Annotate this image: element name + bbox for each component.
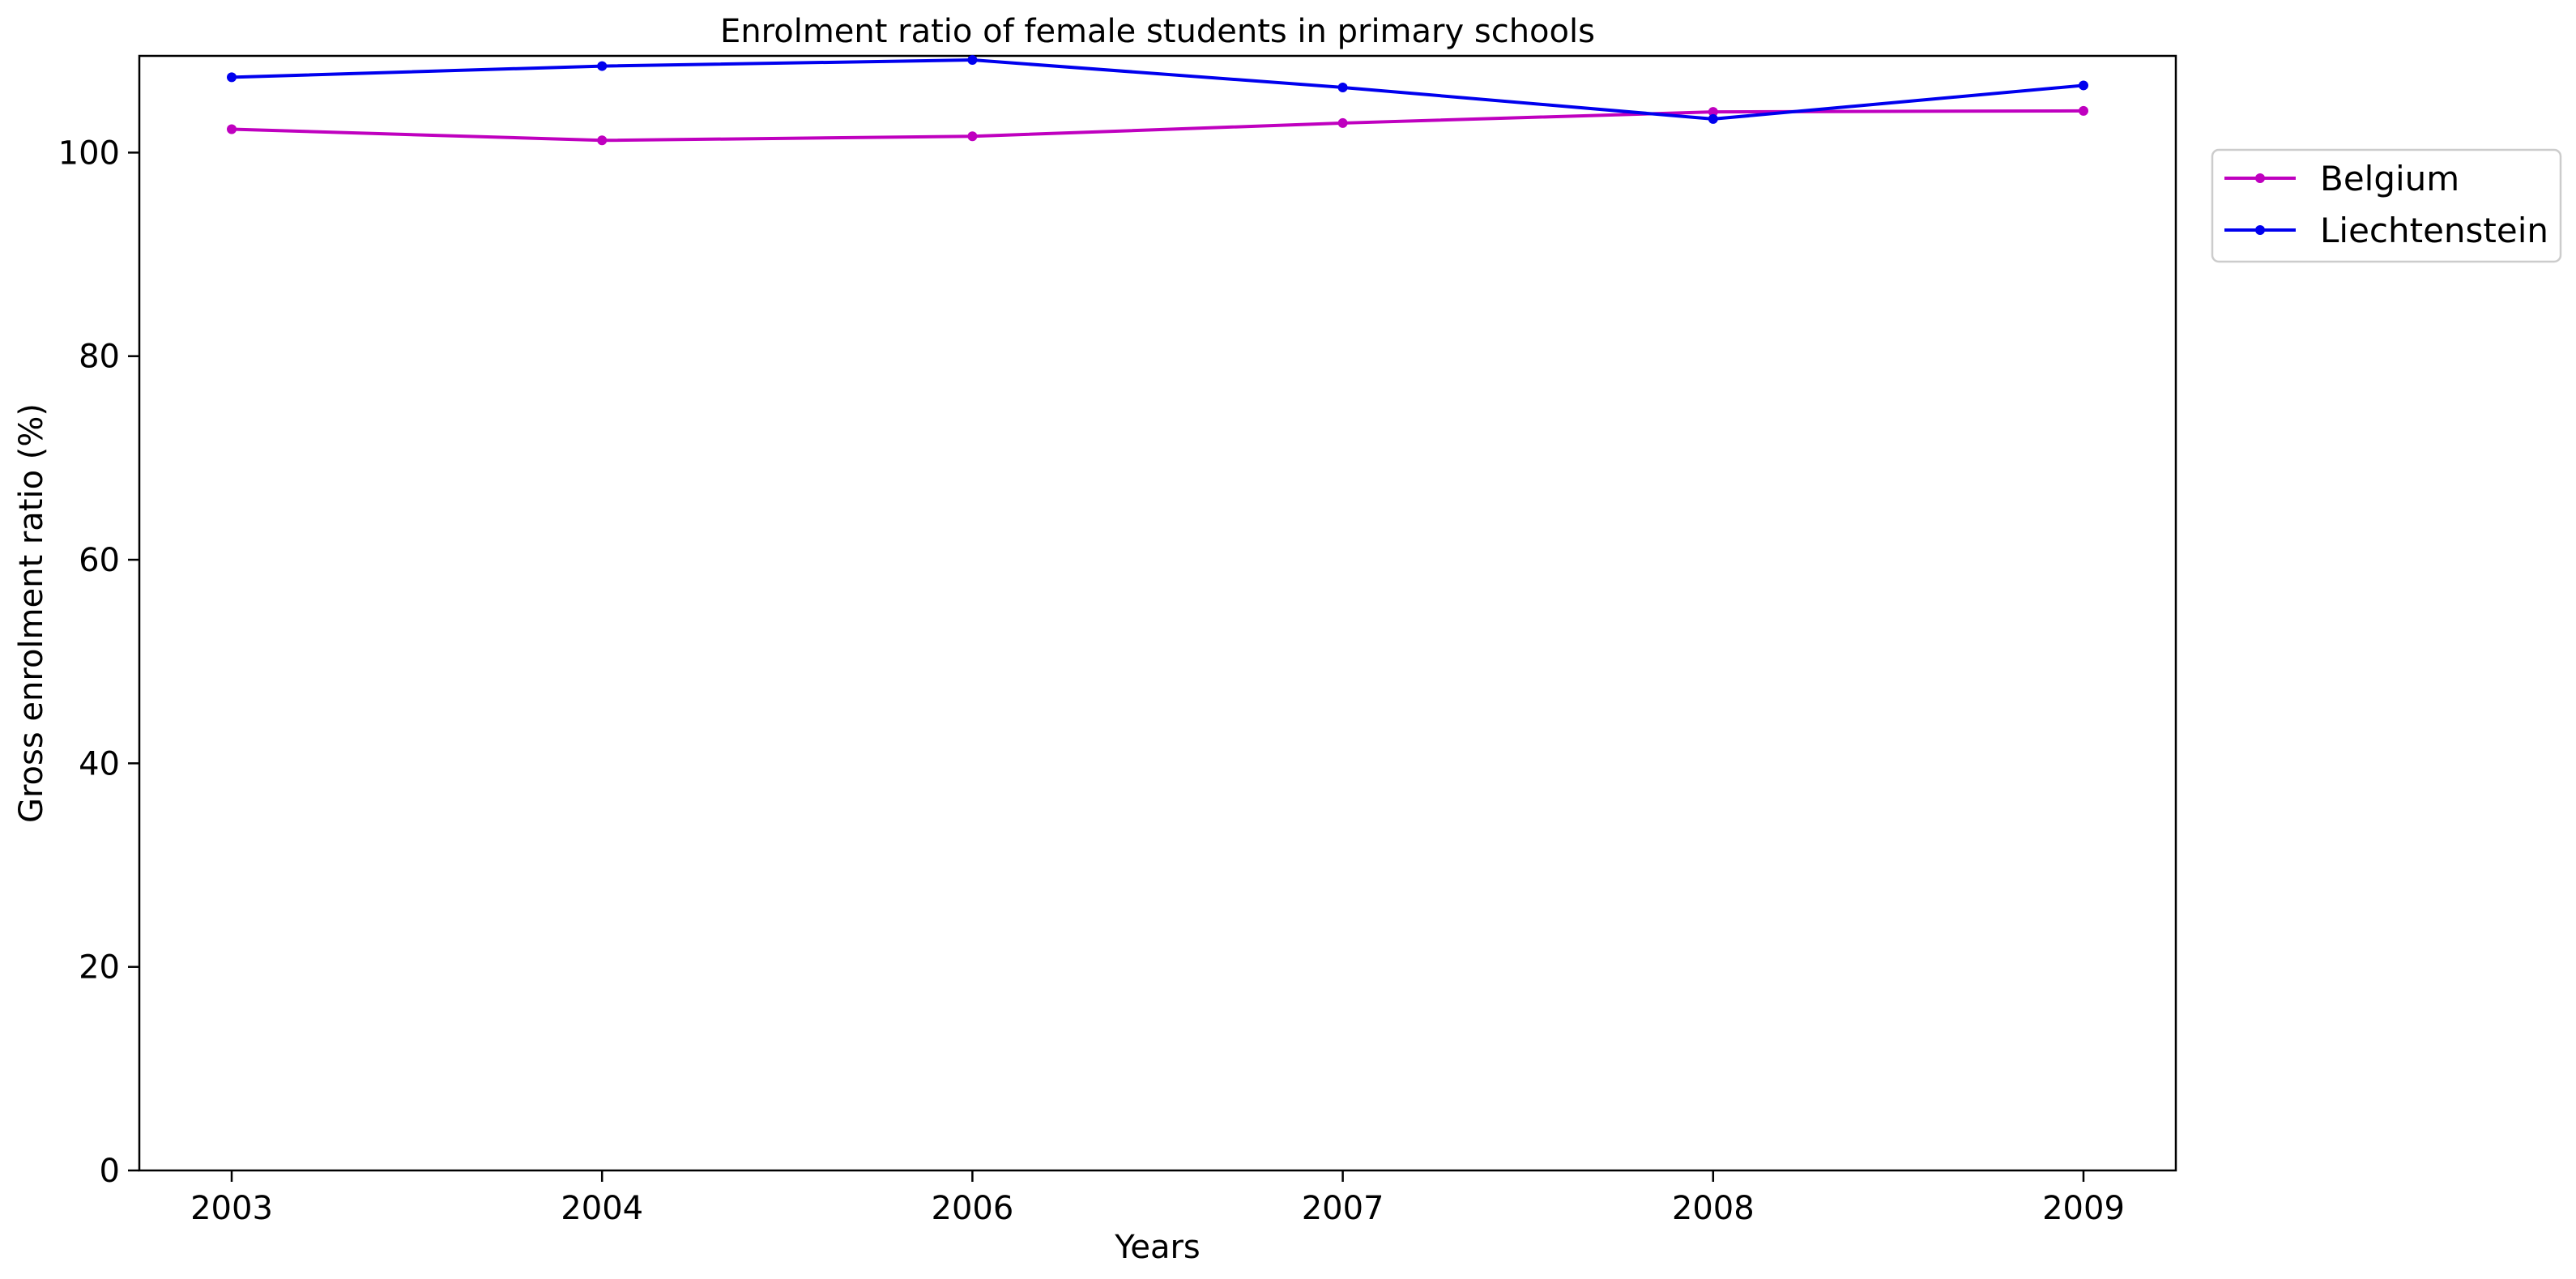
y-tick-label: 0 [100, 1153, 120, 1190]
data-point [1337, 117, 1348, 128]
data-point [2079, 105, 2088, 116]
series-belgium [227, 105, 2088, 146]
y-tick-label: 40 [79, 745, 120, 782]
x-tick-label: 2007 [1302, 1190, 1384, 1227]
data-point [1708, 107, 1718, 117]
data-point [967, 131, 978, 142]
y-tick-label: 20 [79, 949, 120, 987]
x-axis: 2003 2004 2006 2007 2008 2009 [190, 1170, 2125, 1227]
data-point [967, 55, 978, 66]
data-point [227, 72, 237, 83]
x-axis-label: Years [1114, 1229, 1201, 1266]
y-tick-label: 80 [79, 339, 120, 376]
legend-label: Belgium [2320, 159, 2459, 198]
series-liechtenstein [227, 55, 2088, 124]
y-axis-label: Gross enrolment ratio (%) [13, 403, 50, 823]
data-point [2079, 80, 2088, 91]
x-tick-label: 2009 [2042, 1190, 2125, 1227]
data-point [1337, 82, 1348, 92]
legend-marker [2255, 173, 2265, 183]
plot-area [138, 54, 2177, 1172]
legend-box [2211, 148, 2562, 263]
x-tick-label: 2003 [190, 1190, 273, 1227]
x-tick-label: 2006 [932, 1190, 1014, 1227]
legend-marker [2255, 225, 2265, 235]
legend-label: Liechtenstein [2320, 211, 2548, 250]
chart-title: Enrolment ratio of female students in pr… [720, 13, 1595, 50]
data-point [1708, 113, 1718, 124]
series-line [231, 58, 2084, 121]
data-point [227, 124, 237, 134]
data-point [597, 135, 608, 146]
series-layer [227, 55, 2088, 146]
x-tick-label: 2004 [561, 1190, 643, 1227]
y-axis: 0 20 40 60 80 100 [58, 134, 139, 1190]
data-point [597, 61, 608, 71]
series-line [231, 109, 2084, 143]
legend: Belgium Liechtenstein [2211, 148, 2562, 263]
y-tick-label: 100 [58, 134, 120, 172]
x-tick-label: 2008 [1672, 1190, 1755, 1227]
y-tick-label: 60 [79, 542, 120, 579]
